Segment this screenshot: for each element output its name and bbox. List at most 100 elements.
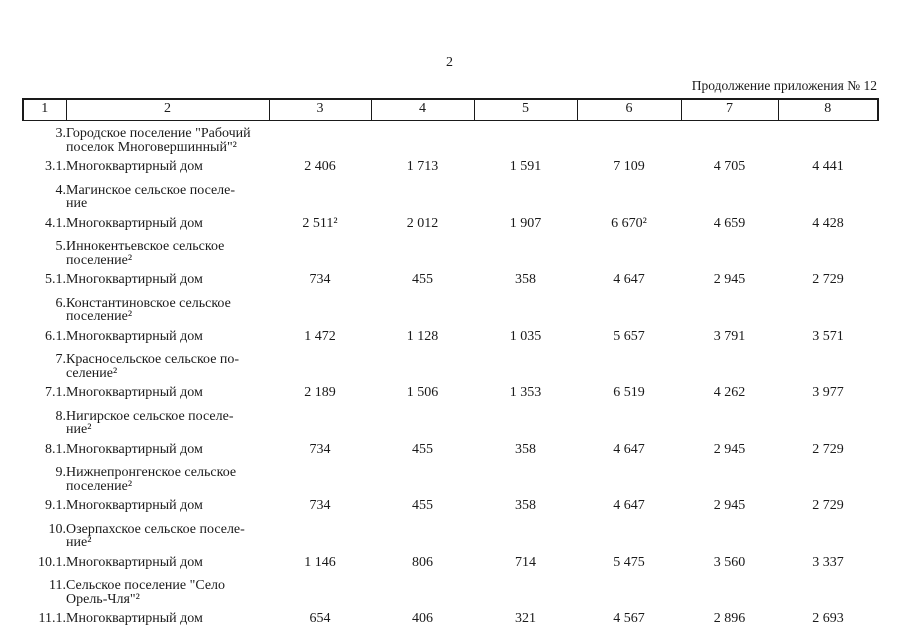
cell-value: 4 659 — [713, 215, 746, 231]
cell-value: 2 729 — [812, 441, 844, 457]
cell-value: 4 262 — [713, 385, 746, 400]
row-name: Константиновское сельское поселение² — [66, 295, 231, 324]
cell-value — [577, 234, 681, 267]
cell-value: 3 571 — [812, 328, 844, 344]
cell-value: 4 647 — [613, 498, 645, 513]
cell-value: 4 567 — [613, 611, 645, 626]
cell-value: 3 977 — [812, 385, 844, 400]
cell-value: 2 511² — [302, 215, 338, 231]
table-row: 8.1. Многоквартирный дом 734 455 358 4 6… — [23, 437, 878, 461]
cell-value — [269, 178, 371, 211]
cell-value: 4 705 — [713, 159, 746, 174]
cell-value: 2 189 — [304, 385, 336, 400]
cell-value — [778, 517, 878, 550]
table-row: 6. Константиновское сельское поселение² — [23, 291, 878, 324]
table-row: 3. Городское поселение "Рабочий поселок … — [23, 121, 878, 155]
cell-value — [269, 460, 371, 493]
row-number: 3. — [55, 126, 67, 141]
cell-value — [371, 121, 474, 155]
row-name: Многоквартирный дом — [66, 554, 203, 570]
cell-value — [474, 178, 577, 211]
cell-value: 358 — [515, 272, 536, 287]
cell-value — [577, 573, 681, 606]
cell-value: 1 035 — [509, 328, 542, 344]
row-number: 6.1. — [45, 328, 66, 344]
cell-value: 806 — [412, 554, 433, 570]
cell-value — [371, 234, 474, 267]
table-row: 9.1. Многоквартирный дом 734 455 358 4 6… — [23, 493, 878, 517]
cell-value — [474, 460, 577, 493]
row-name: Магинское сельское поселе- ние — [66, 182, 236, 211]
cell-value: 734 — [309, 272, 331, 287]
cell-value: 2 945 — [713, 441, 746, 457]
cell-value — [778, 404, 878, 437]
cell-value: 654 — [309, 611, 331, 626]
cell-value — [371, 517, 474, 550]
cell-value — [778, 121, 878, 155]
cell-value — [269, 121, 371, 155]
table-row: 10.1. Многоквартирный дом 1 146 806 714 … — [23, 550, 878, 574]
cell-value: 734 — [309, 441, 331, 457]
cell-value: 1 713 — [406, 159, 439, 174]
cell-value — [577, 404, 681, 437]
cell-value — [269, 573, 371, 606]
cell-value — [778, 347, 878, 380]
row-number: 4.1. — [45, 215, 66, 231]
cell-value: 6 670² — [611, 215, 647, 231]
row-number: 4. — [55, 182, 67, 198]
cell-value: 1 506 — [406, 385, 439, 400]
cell-value: 2 729 — [812, 272, 844, 287]
cell-value — [577, 291, 681, 324]
cell-value: 2 406 — [304, 159, 336, 174]
row-number: 10.1. — [38, 554, 66, 570]
row-name: Многоквартирный дом — [66, 272, 203, 287]
cell-value: 1 591 — [509, 159, 542, 174]
cell-value — [474, 121, 577, 155]
cell-value — [269, 234, 371, 267]
column-header-1: 1 — [22, 98, 67, 121]
cell-value — [577, 517, 681, 550]
cell-value — [474, 517, 577, 550]
cell-value: 7 109 — [613, 159, 645, 174]
cell-value: 5 657 — [613, 328, 645, 344]
page-number: 2 — [446, 55, 453, 70]
row-name: Нигирское сельское поселе- ние² — [66, 408, 234, 437]
cell-value: 1 353 — [509, 385, 542, 400]
table-row: 6.1. Многоквартирный дом 1 472 1 128 1 0… — [23, 324, 878, 348]
row-name: Озерпахское сельское поселе- ние² — [66, 521, 245, 550]
cell-value — [681, 573, 778, 606]
cell-value: 3 337 — [812, 554, 844, 570]
cell-value — [371, 178, 474, 211]
cell-value — [371, 347, 474, 380]
column-header-4: 4 — [370, 98, 475, 121]
column-header-3: 3 — [268, 98, 372, 121]
cell-value — [577, 460, 681, 493]
table-row: 11.1. Многоквартирный дом 654 406 321 4 … — [23, 606, 878, 630]
data-table: 1 2 3 4 5 6 7 8 3. Городское поселение "… — [22, 98, 879, 630]
row-number: 3.1. — [45, 159, 66, 174]
row-name: Многоквартирный дом — [66, 215, 203, 231]
cell-value — [474, 347, 577, 380]
table-row: 5. Иннокентьевское сельское поселение² — [23, 234, 878, 268]
table-row: 3.1. Многоквартирный дом 2 406 1 713 1 5… — [23, 154, 878, 178]
cell-value: 455 — [412, 272, 433, 287]
row-name: Иннокентьевское сельское поселение² — [66, 239, 225, 268]
cell-value: 1 146 — [304, 554, 336, 570]
cell-value: 4 647 — [613, 272, 645, 287]
row-name: Многоквартирный дом — [66, 611, 203, 626]
cell-value: 321 — [515, 611, 536, 626]
cell-value — [681, 234, 778, 267]
cell-value: 3 791 — [713, 328, 746, 344]
row-number: 7. — [55, 352, 67, 367]
cell-value: 2 896 — [713, 611, 746, 626]
cell-value — [371, 291, 474, 324]
cell-value: 358 — [515, 441, 536, 457]
cell-value — [778, 234, 878, 267]
cell-value — [681, 178, 778, 211]
cell-value — [681, 404, 778, 437]
cell-value — [681, 517, 778, 550]
cell-value — [371, 460, 474, 493]
row-number: 10. — [48, 521, 67, 537]
cell-value: 455 — [412, 441, 433, 457]
cell-value — [681, 460, 778, 493]
